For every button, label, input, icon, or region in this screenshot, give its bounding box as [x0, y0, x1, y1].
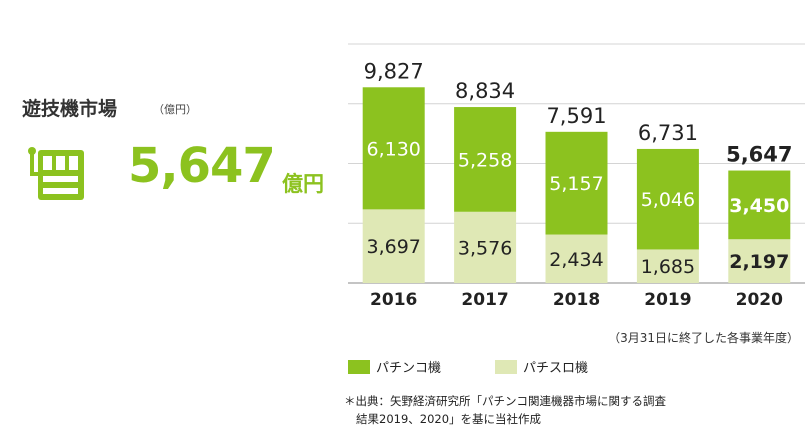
bar-pachislot-2018	[545, 234, 608, 283]
data-label-total-2017: 8,834	[455, 79, 515, 103]
legend-swatch-pachinko	[348, 360, 370, 374]
source-line-1: ＊出典：矢野経済研究所「パチンコ関連機器市場に関する調査	[344, 394, 666, 408]
data-label-pachislot-2017: 3,576	[458, 237, 512, 259]
market-total-value: 5,647	[128, 138, 276, 194]
bar-pachislot-2020	[728, 239, 791, 283]
data-label-pachislot-2016: 3,697	[366, 236, 420, 258]
data-label-pachislot-2020: 2,197	[729, 251, 789, 273]
bar-pachinko-2018	[545, 131, 608, 235]
title-unit: （億円）	[153, 103, 197, 116]
legend-item-pachinko: パチンコ機	[348, 357, 441, 376]
x-tick-label-2018: 2018	[553, 290, 600, 310]
bar-pachinko-2019	[636, 148, 699, 250]
chart-title: 遊技機市場	[22, 98, 118, 120]
x-tick-label-2017: 2017	[461, 290, 508, 310]
data-label-total-2020: 5,647	[726, 143, 792, 167]
data-label-total-2018: 7,591	[546, 104, 606, 128]
x-tick-label-2020: 2020	[736, 290, 783, 310]
data-label-pachinko-2019: 5,046	[641, 189, 695, 211]
bar-pachinko-2016	[362, 87, 425, 210]
bar-pachislot-2017	[454, 211, 517, 283]
x-tick-label-2016: 2016	[370, 290, 417, 310]
legend-swatch-pachislot	[495, 360, 517, 374]
data-label-pachinko-2017: 5,258	[458, 149, 512, 171]
bar-pachislot-2019	[636, 249, 699, 283]
legend-label-pachinko: パチンコ機	[376, 361, 442, 376]
data-label-total-2019: 6,731	[638, 121, 698, 145]
bar-pachinko-2017	[454, 107, 517, 212]
market-total-unit: 億円	[282, 172, 324, 196]
source-note: ＊出典：矢野経済研究所「パチンコ関連機器市場に関する調査 結果2019、2020…	[344, 392, 666, 428]
source-line-2: 結果2019、2020」を基に当社作成	[356, 412, 542, 426]
fiscal-year-note: （3月31日に終了した各事業年度）	[608, 331, 799, 345]
bar-pachinko-2020	[728, 170, 791, 240]
bar-pachislot-2016	[362, 209, 425, 283]
data-label-total-2016: 9,827	[364, 59, 424, 83]
data-label-pachinko-2018: 5,157	[549, 173, 603, 195]
legend-label-pachislot: パチスロ機	[523, 361, 589, 376]
data-label-pachislot-2019: 1,685	[641, 256, 695, 278]
data-label-pachinko-2016: 6,130	[366, 138, 420, 160]
data-label-pachislot-2018: 2,434	[549, 249, 603, 271]
x-tick-label-2019: 2019	[644, 290, 691, 310]
slot-machine-icon	[26, 140, 98, 216]
data-label-pachinko-2020: 3,450	[729, 195, 789, 217]
legend-item-pachislot: パチスロ機	[495, 357, 588, 376]
